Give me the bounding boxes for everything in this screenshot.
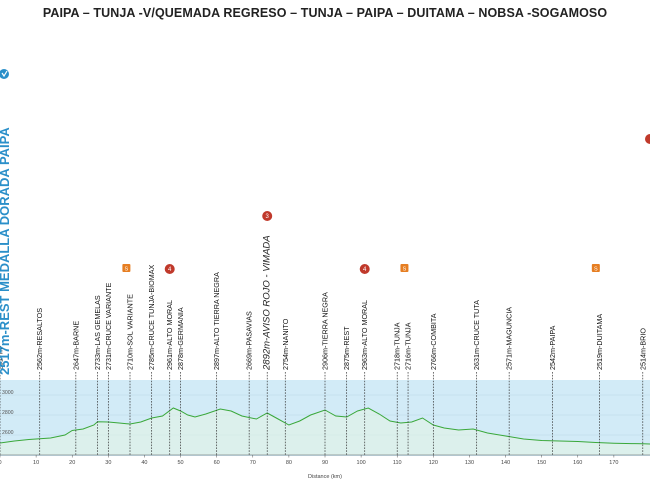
x-tick-label: 90 — [322, 460, 328, 466]
waypoint-label: 2631m-CRUCE TUTA — [472, 300, 481, 370]
finish-marker-icon — [645, 134, 650, 144]
waypoint-label: 2542m-PAIPA — [548, 325, 557, 370]
x-tick-label: 40 — [141, 460, 147, 466]
x-tick-label: 30 — [105, 460, 111, 466]
waypoint-label: 2961m-ALTO MORAL — [165, 300, 174, 370]
x-tick-label: 170 — [609, 460, 618, 466]
x-tick-label: 120 — [429, 460, 438, 466]
category-marker-icon — [359, 264, 370, 274]
x-tick-label: 20 — [69, 460, 75, 466]
waypoint-label: 2897m-ALTO TIERRA NEGRA — [212, 272, 221, 370]
waypoint-label: 2519m-DUITAMA — [595, 314, 604, 370]
x-axis-title: Distance (km) — [308, 474, 342, 480]
x-tick-label: 80 — [286, 460, 292, 466]
x-tick-label: 60 — [214, 460, 220, 466]
waypoint-label: 2517m- — [0, 345, 5, 370]
category-marker-label: 4 — [168, 267, 172, 273]
route-title: PAIPA – TUNJA -V/QUEMADA REGRESO – TUNJA… — [42, 6, 608, 20]
waypoint-label: 2514m-BRIO — [638, 328, 647, 370]
waypoint-label: 2785m-CRUCE TUNJA-BIOMAX — [147, 264, 156, 370]
sprint-marker-label: S — [403, 267, 407, 273]
x-tick-label: 50 — [177, 460, 183, 466]
waypoint-label: 2875m-REST — [342, 326, 351, 370]
marker-layer: 4 3 4 S S S — [122, 211, 600, 274]
waypoint-label: 2731m-CRUCE VARIANTE — [104, 282, 113, 370]
waypoint-label: 2878m-GERMANIA — [176, 307, 185, 370]
x-tick-label: 100 — [357, 460, 366, 466]
y-tick-label: 2800 — [2, 410, 14, 416]
waypoint-label: 2718m-TUNJA — [393, 322, 402, 370]
sprint-marker-icon — [400, 264, 409, 272]
sprint-marker-label: S — [125, 267, 129, 273]
sprint-marker-icon — [122, 264, 131, 272]
x-tick-label: 130 — [465, 460, 474, 466]
sprint-marker-label: S — [594, 267, 598, 273]
x-tick-label: 140 — [501, 460, 510, 466]
waypoint-label: 2710m-SOL VARIANTE — [126, 294, 135, 370]
waypoint-label: 2963m-ALTO MORAL — [360, 300, 369, 370]
x-tick-label: 70 — [250, 460, 256, 466]
x-tick-label: 160 — [573, 460, 582, 466]
waypoint-label: 2647m-BARNE — [71, 321, 80, 370]
waypoint-label: 2906m-TIERRA NEGRA — [321, 292, 330, 370]
waypoint-label: 2716m-TUNJA — [404, 322, 413, 370]
category-marker-icon — [164, 264, 175, 274]
start-label: 2517m-REST MEDALLA DORADA PAIPA — [0, 127, 12, 375]
x-tick-label: 0 — [0, 460, 2, 466]
waypoint-label: 2562m-RESALTOS — [35, 308, 44, 370]
x-tick-label: 150 — [537, 460, 546, 466]
axis-layer: 0 10 20 30 40 50 60 70 80 90 100 110 120 130 140 150 160… — [0, 454, 650, 480]
x-tick-label: 10 — [33, 460, 39, 466]
waypoint-label: 2754m-NANITO — [281, 318, 290, 370]
waypoint-label: 2669m-PASAVIAS — [245, 311, 254, 370]
y-tick-label: 3000 — [2, 390, 14, 396]
waypoint-layer: 2517m- 2562m-RESALTOS 2647m-BARNE 2733m-LAS… — [0, 235, 647, 455]
category-marker-icon — [262, 211, 273, 221]
waypoint-label: 2766m-COMBITA — [429, 313, 438, 370]
category-marker-label: 4 — [363, 267, 367, 273]
sprint-marker-icon — [591, 264, 600, 272]
category-marker-label: 3 — [266, 214, 270, 220]
waypoint-label: 2571m-MAGUNCIA — [505, 307, 514, 370]
start-marker-icon — [0, 69, 9, 79]
y-tick-label: 2600 — [2, 430, 14, 436]
x-tick-label: 110 — [393, 460, 402, 466]
waypoint-label: 2733m-LAS GEMELAS — [93, 295, 102, 370]
waypoint-label: 2892m-AVISO ROJO - VIMADA — [262, 235, 273, 371]
